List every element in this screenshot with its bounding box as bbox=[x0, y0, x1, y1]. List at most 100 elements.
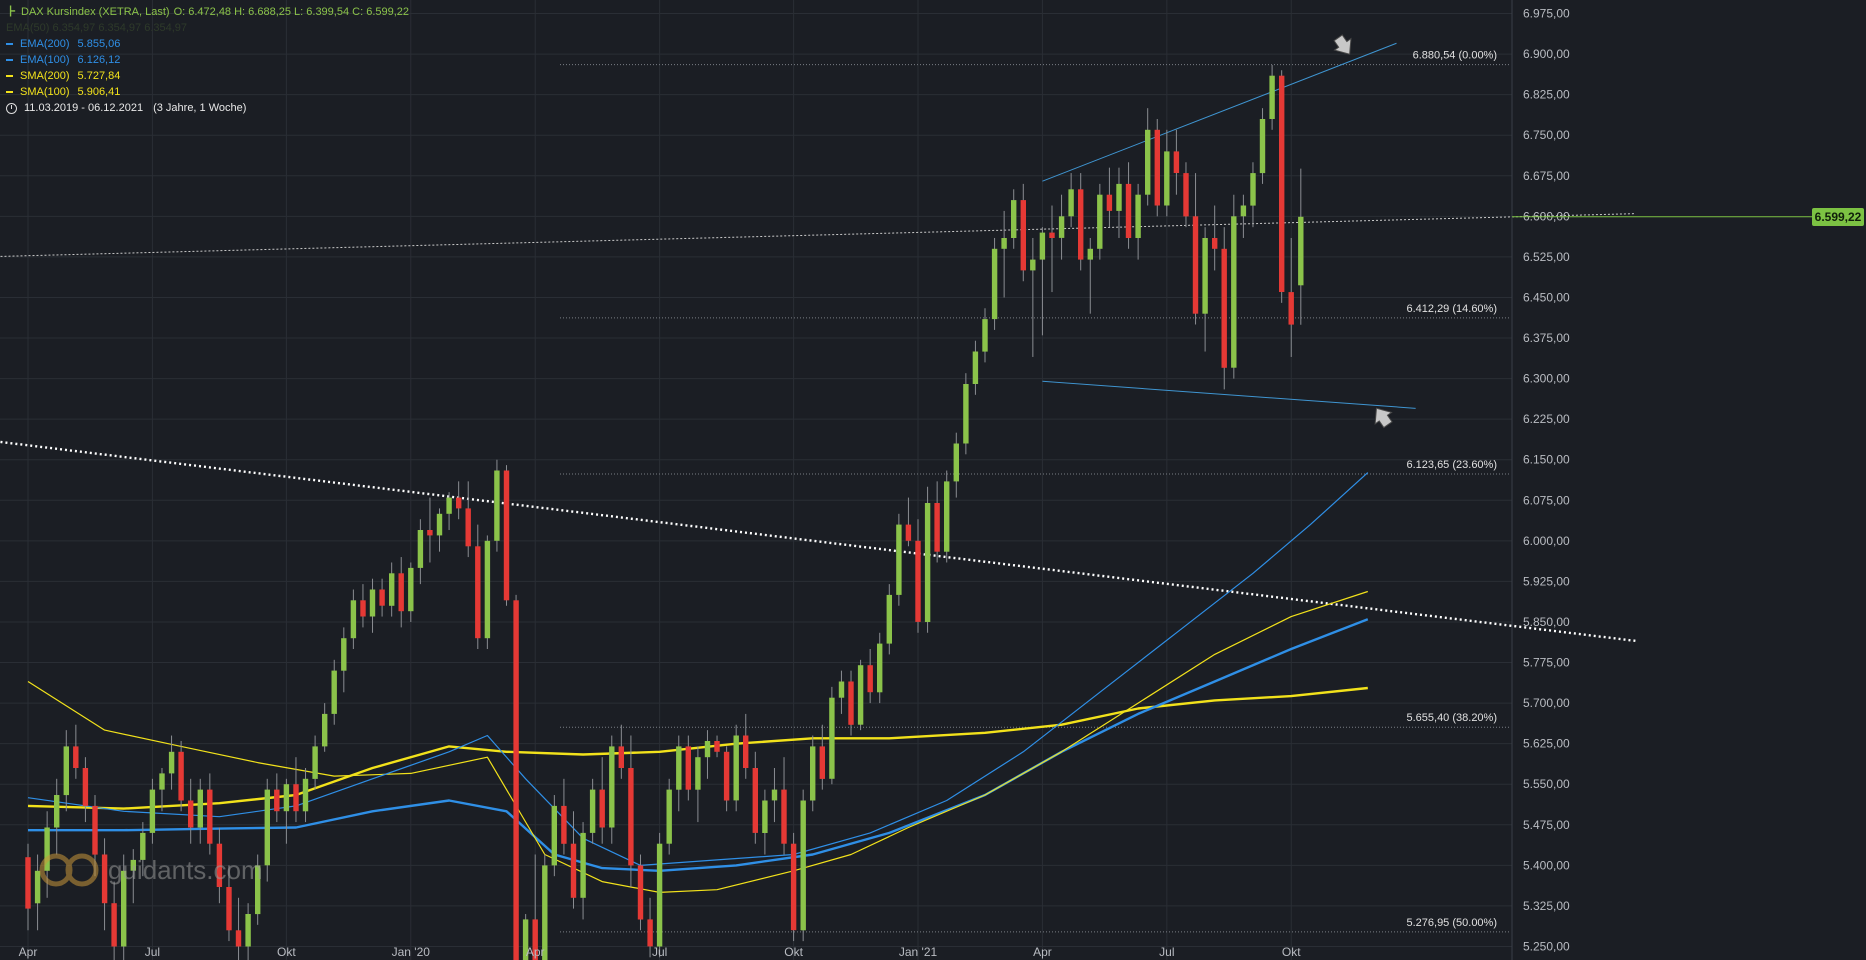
trendline-channel-lower bbox=[1042, 380, 1416, 409]
candle bbox=[312, 735, 318, 790]
candle-body bbox=[341, 638, 347, 671]
candle-body bbox=[494, 470, 500, 541]
candle bbox=[1011, 189, 1017, 249]
candle bbox=[494, 459, 500, 552]
candle bbox=[532, 854, 538, 960]
candle-body bbox=[743, 735, 749, 768]
y-tick-label: 5.625,00 bbox=[1523, 737, 1570, 751]
candle bbox=[341, 627, 347, 693]
x-tick-label: Apr bbox=[526, 945, 545, 959]
candle bbox=[838, 670, 845, 714]
candle bbox=[283, 778, 290, 844]
candle bbox=[589, 778, 596, 844]
y-tick-label: 6.825,00 bbox=[1523, 88, 1570, 102]
candle-body bbox=[264, 789, 270, 866]
candle bbox=[149, 778, 156, 844]
candle bbox=[522, 914, 529, 960]
candle-body bbox=[484, 540, 491, 639]
legend-ohlc: O: 6.472,48 H: 6.688,25 L: 6.399,54 C: 6… bbox=[173, 6, 410, 18]
candle-body bbox=[63, 746, 69, 796]
legend-title-row: ⺊ DAX Kursindex (XETRA, Last) O: 6.472,4… bbox=[6, 4, 409, 20]
candle bbox=[723, 746, 730, 812]
candle-body bbox=[1212, 238, 1218, 249]
candle-body bbox=[848, 681, 854, 725]
candle-body bbox=[618, 746, 624, 768]
candle-body bbox=[819, 746, 825, 779]
candle-body bbox=[73, 746, 79, 768]
y-tick-label: 5.700,00 bbox=[1523, 696, 1570, 710]
candle-body bbox=[1078, 189, 1084, 260]
candle-body bbox=[34, 870, 41, 904]
candle bbox=[1001, 210, 1007, 298]
candle-body bbox=[972, 351, 979, 384]
y-tick-label: 6.900,00 bbox=[1523, 47, 1570, 61]
candles bbox=[25, 64, 1304, 960]
candle bbox=[513, 594, 519, 960]
candle bbox=[264, 778, 270, 882]
trendline-long-term-downtrend bbox=[0, 440, 1636, 643]
legend-indicator-row: SMA(100) 5.906,41 bbox=[6, 84, 409, 100]
candle bbox=[810, 735, 816, 812]
x-tick-label: Jul bbox=[652, 945, 667, 959]
candle bbox=[34, 854, 41, 931]
watermark-text: guidants.com bbox=[108, 854, 263, 885]
candle bbox=[389, 562, 395, 617]
candle bbox=[848, 670, 854, 736]
candle-body bbox=[522, 919, 529, 960]
candle bbox=[1097, 183, 1103, 260]
y-tick-label: 6.075,00 bbox=[1523, 493, 1570, 507]
candle-body bbox=[963, 384, 969, 444]
legend-faded-row: EMA(50) 6.354,97 6.354,97 6.354,97 bbox=[6, 20, 409, 36]
legend-indicator-label: SMA(200) bbox=[20, 70, 70, 82]
candle-body bbox=[704, 741, 711, 758]
candle bbox=[1250, 162, 1256, 228]
candle-body bbox=[1279, 75, 1285, 292]
x-tick-label: Apr bbox=[19, 945, 38, 959]
candle bbox=[743, 713, 749, 779]
legend-swatch bbox=[6, 75, 13, 77]
candle-body bbox=[513, 600, 519, 960]
y-tick-label: 6.450,00 bbox=[1523, 290, 1570, 304]
candle-body bbox=[542, 865, 548, 960]
candle-body bbox=[695, 757, 701, 790]
last-price-badge: 6.599,22 bbox=[1812, 208, 1864, 226]
candle bbox=[121, 854, 127, 960]
candle bbox=[618, 724, 624, 779]
candle bbox=[168, 735, 175, 790]
x-tick-label: Okt bbox=[784, 945, 803, 959]
legend-indicator-value: 6.126,12 bbox=[77, 54, 121, 66]
candle bbox=[867, 649, 873, 704]
candle-body bbox=[159, 773, 165, 790]
candle-body bbox=[389, 573, 395, 606]
candle-body bbox=[360, 600, 366, 617]
legend-indicator-row: SMA(200) 5.727,84 bbox=[6, 68, 409, 84]
candle-body bbox=[867, 665, 873, 693]
candle bbox=[896, 513, 902, 606]
candle bbox=[561, 778, 567, 855]
candle-body bbox=[1097, 194, 1103, 249]
candle-body bbox=[1049, 232, 1055, 238]
candle-body bbox=[1173, 151, 1180, 173]
candle-body bbox=[570, 843, 577, 898]
fibonacci-levels: 6.880,54 (0.00%) 6.412,29 (14.60%) 6.123,6… bbox=[560, 50, 1510, 933]
legend-indicator-value: 5.727,84 bbox=[77, 70, 121, 82]
clock-icon bbox=[6, 102, 17, 114]
candle bbox=[1116, 167, 1122, 238]
candle-body bbox=[475, 546, 481, 639]
trendline-channel-upper bbox=[1042, 42, 1397, 182]
candle bbox=[207, 773, 213, 855]
candle bbox=[877, 632, 883, 704]
candle bbox=[972, 340, 979, 395]
candle-body bbox=[1298, 216, 1304, 286]
candle-body bbox=[857, 665, 864, 725]
candle-body bbox=[666, 789, 672, 844]
candle bbox=[130, 849, 136, 904]
legend-swatch bbox=[6, 59, 13, 61]
candle bbox=[226, 865, 232, 942]
candle-body bbox=[207, 789, 213, 844]
candle-body bbox=[656, 843, 663, 947]
candle bbox=[178, 740, 184, 812]
candle bbox=[360, 584, 366, 628]
